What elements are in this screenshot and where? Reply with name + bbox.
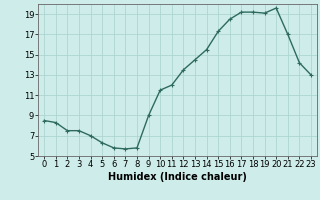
X-axis label: Humidex (Indice chaleur): Humidex (Indice chaleur) xyxy=(108,172,247,182)
